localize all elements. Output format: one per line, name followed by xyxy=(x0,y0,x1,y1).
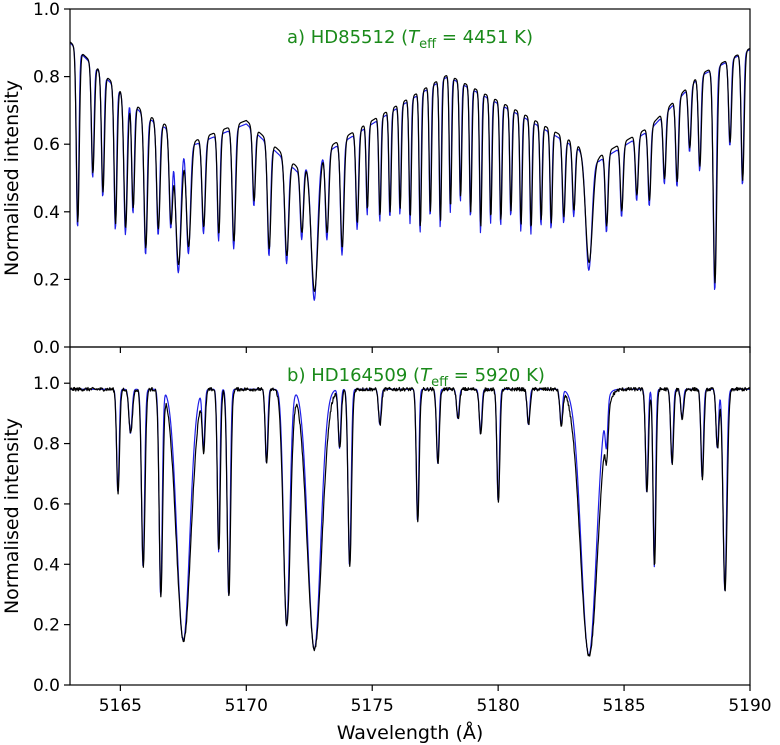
panel-a-y-ticks: 0.0 0.2 0.4 0.6 0.8 1.0 xyxy=(33,0,70,358)
panel-a-title: a) HD85512 (Teff = 4451 K) xyxy=(287,27,533,52)
panel-b-y-tick-label: 0.8 xyxy=(33,435,60,455)
panel-b-frame xyxy=(69,346,751,686)
panel-b-model-spectrum xyxy=(69,388,751,657)
panel-b-x-ticks: 5165 5170 5175 5180 5185 5190 xyxy=(99,685,772,716)
panel-a-y-tick-label: 1.0 xyxy=(33,0,60,20)
panel-b-y-tick-label: 0.4 xyxy=(33,555,60,575)
panel-b-observed-spectrum xyxy=(69,386,751,657)
x-tick-label: 5190 xyxy=(728,696,771,716)
panel-a-y-tick-label: 0.8 xyxy=(33,68,60,88)
panel-b: 0.00.20.40.60.81.0 5165 5170 5175 5180 5185 5… xyxy=(1,346,772,744)
x-tick-label: 5175 xyxy=(351,696,394,716)
panel-b-title: b) HD164509 (Teff = 5920 K) xyxy=(287,365,545,390)
x-tick-label: 5170 xyxy=(225,696,268,716)
x-tick-label: 5185 xyxy=(602,696,645,716)
panel-a-y-axis-label: Normalised intensity xyxy=(1,80,23,276)
panel-a-y-tick-label: 0.4 xyxy=(33,203,60,223)
panel-a-y-tick-label: 0.6 xyxy=(33,135,60,155)
panel-a-x-ticks xyxy=(119,347,751,353)
panel-b-y-tick-label: 0.0 xyxy=(33,676,60,696)
panel-b-y-tick-label: 0.2 xyxy=(33,616,60,636)
x-axis-label: Wavelength (Å) xyxy=(337,721,484,744)
panel-a-observed-spectrum xyxy=(69,41,751,292)
panel-b-y-tick-label: 0.6 xyxy=(33,495,60,515)
x-tick-label: 5180 xyxy=(477,696,520,716)
panel-b-y-tick-label: 1.0 xyxy=(33,374,60,394)
x-tick-label: 5165 xyxy=(99,696,142,716)
panel-a-y-tick-label: 0.0 xyxy=(33,338,60,358)
panel-b-y-axis-label: Normalised intensity xyxy=(1,418,23,614)
panel-a-y-tick-label: 0.2 xyxy=(33,270,60,290)
panel-a-model-spectrum xyxy=(69,42,751,301)
panel-a: 0.0 0.2 0.4 0.6 0.8 1.0 a) HD85512 (Teff = 44… xyxy=(1,0,751,358)
panel-b-y-ticks: 0.0 0.2 0.4 0.6 0.8 1.0 xyxy=(33,374,70,696)
